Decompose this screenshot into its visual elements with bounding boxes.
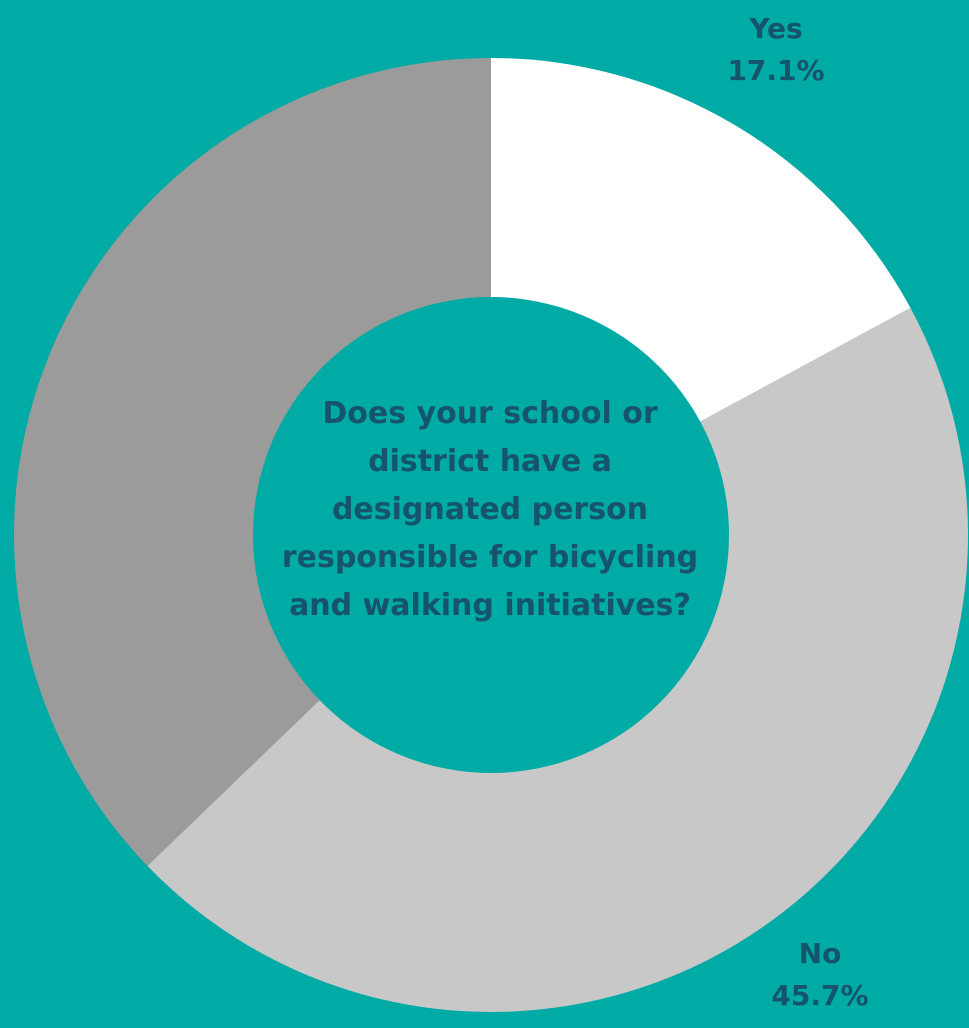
chart-title: Does your school or district have a desi… — [281, 396, 699, 623]
slice-label-no-value: 45.7% — [771, 979, 869, 1012]
donut-slice-unlabeled-2 — [14, 58, 491, 866]
donut-hole — [253, 297, 729, 773]
slice-label-yes-value: 17.1% — [727, 54, 825, 87]
slice-label-yes: Yes 17.1% — [716, 8, 836, 92]
slice-label-no: No 45.7% — [750, 933, 890, 1017]
slice-label-yes-name: Yes — [749, 12, 803, 45]
slice-label-no-name: No — [798, 937, 842, 970]
